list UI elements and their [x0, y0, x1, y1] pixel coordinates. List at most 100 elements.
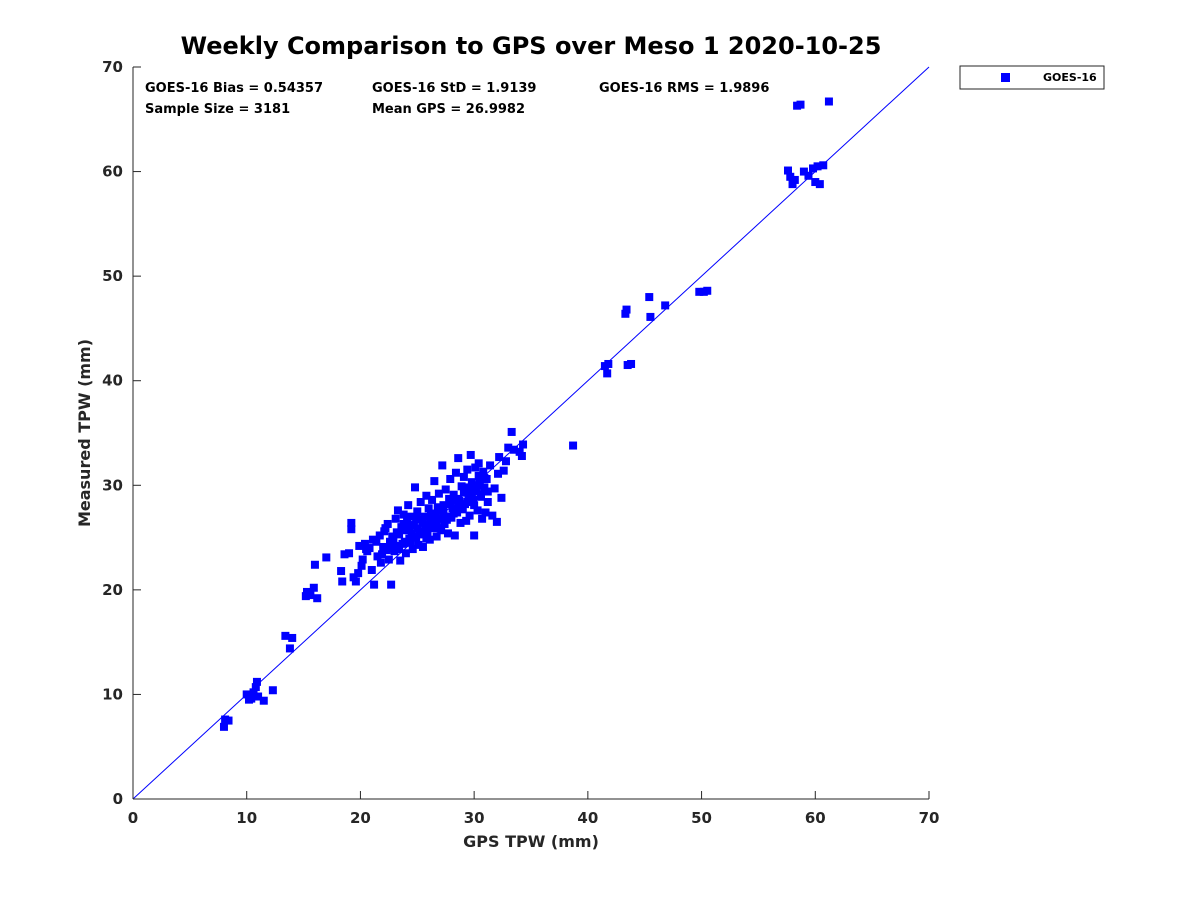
x-axis-label: GPS TPW (mm): [463, 832, 599, 851]
data-point: [501, 457, 510, 466]
data-point: [454, 454, 463, 463]
y-tick-label: 0: [113, 790, 123, 808]
y-axis-label: Measured TPW (mm): [75, 339, 94, 527]
data-point: [347, 518, 356, 527]
x-tick-label: 30: [464, 809, 485, 827]
stat-std: GOES-16 StD = 1.9139: [372, 81, 536, 96]
data-point: [480, 473, 489, 482]
data-point: [517, 452, 526, 461]
data-point: [790, 175, 799, 184]
data-point: [824, 97, 833, 106]
data-point: [481, 508, 490, 517]
data-point: [251, 683, 260, 692]
data-point: [399, 519, 408, 528]
data-point: [645, 293, 654, 302]
data-point: [375, 531, 384, 540]
data-point: [504, 443, 513, 452]
data-point: [381, 524, 390, 533]
data-point: [443, 529, 452, 538]
data-point: [370, 580, 379, 589]
data-point: [459, 488, 468, 497]
data-point: [268, 686, 277, 695]
data-point: [368, 535, 377, 544]
data-point: [345, 549, 354, 558]
data-point: [474, 471, 483, 480]
data-point: [799, 167, 808, 176]
data-point: [439, 508, 448, 517]
data-point: [604, 359, 613, 368]
data-point: [783, 166, 792, 175]
data-point: [355, 541, 364, 550]
data-point: [390, 547, 399, 556]
data-point: [462, 516, 471, 525]
y-tick-label: 60: [102, 163, 123, 181]
data-point: [219, 722, 228, 731]
data-point: [393, 506, 402, 515]
data-point: [414, 540, 423, 549]
data-point: [313, 594, 322, 603]
data-point: [349, 573, 358, 582]
data-point: [661, 301, 670, 310]
data-point: [432, 518, 441, 527]
data-point: [459, 472, 468, 481]
data-point: [424, 504, 433, 513]
data-point: [259, 696, 268, 705]
data-point: [406, 512, 415, 521]
data-point: [422, 534, 431, 543]
data-point: [470, 501, 479, 510]
data-point: [383, 519, 392, 528]
data-point: [357, 561, 366, 570]
data-point: [440, 519, 449, 528]
data-point: [422, 491, 431, 500]
data-point: [448, 504, 457, 513]
y-axis-ticks: 0 10 20 30 40 50 60 70: [102, 58, 141, 808]
data-point: [439, 501, 448, 510]
data-point: [703, 286, 712, 295]
y-tick-label: 20: [102, 581, 123, 599]
data-point: [224, 716, 233, 725]
data-point: [400, 537, 409, 546]
data-point: [450, 531, 459, 540]
data-point: [494, 469, 503, 478]
stat-mean-gps: Mean GPS = 26.9982: [372, 102, 525, 117]
data-point: [418, 542, 427, 551]
data-point: [396, 556, 405, 565]
x-tick-label: 10: [236, 809, 257, 827]
data-point: [497, 493, 506, 502]
data-point: [281, 631, 290, 640]
data-point: [404, 501, 413, 510]
data-point: [420, 528, 429, 537]
data-point: [415, 530, 424, 539]
data-point: [476, 490, 485, 499]
data-point: [389, 536, 398, 545]
data-point: [301, 592, 310, 601]
data-point: [451, 468, 460, 477]
data-point: [436, 524, 445, 533]
legend: GOES-16: [959, 65, 1105, 90]
data-point: [627, 359, 636, 368]
data-point: [337, 567, 346, 576]
y-tick-label: 10: [102, 685, 123, 703]
data-point: [385, 544, 394, 553]
data-point: [492, 517, 501, 526]
data-point: [376, 558, 385, 567]
data-point: [395, 545, 404, 554]
data-point: [569, 441, 578, 450]
data-point: [519, 440, 528, 449]
data-point: [813, 162, 822, 171]
data-point: [472, 487, 481, 496]
data-point: [469, 495, 478, 504]
data-point: [447, 495, 456, 504]
data-point: [401, 549, 410, 558]
x-tick-label: 60: [805, 809, 826, 827]
data-point: [815, 180, 824, 189]
data-point: [473, 481, 482, 490]
data-point: [467, 478, 476, 487]
data-point: [430, 477, 439, 486]
data-point: [478, 514, 487, 523]
stat-rms: GOES-16 RMS = 1.9896: [599, 81, 769, 96]
data-point: [285, 644, 294, 653]
data-point: [646, 312, 655, 321]
data-point: [622, 305, 631, 314]
data-point: [413, 507, 422, 516]
